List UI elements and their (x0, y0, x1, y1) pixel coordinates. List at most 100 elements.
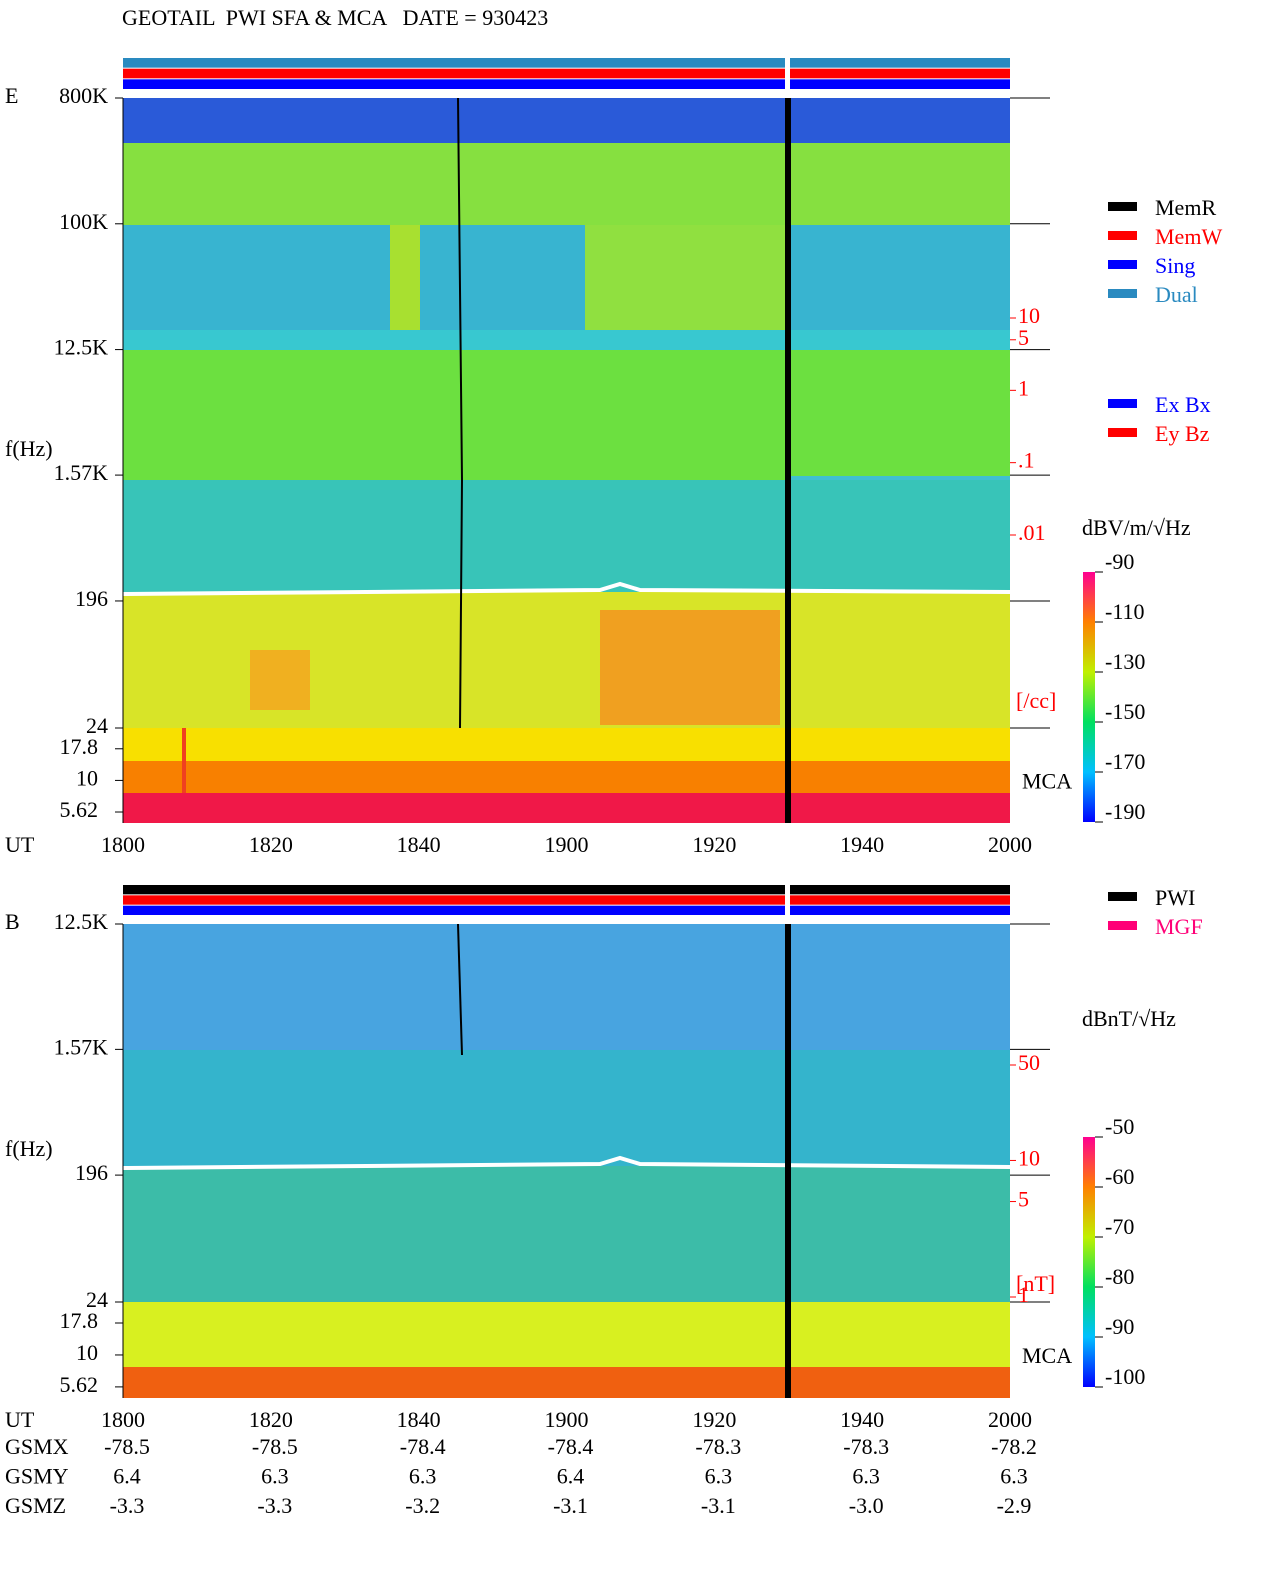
ephemeris-value: -3.3 (257, 1493, 292, 1518)
ephemeris-value: -78.4 (400, 1434, 446, 1459)
colorbar (1083, 1137, 1095, 1387)
y-tick-label: 800K (59, 83, 108, 108)
mca-tick-label: 10 (76, 765, 98, 790)
ephemeris-value: 6.3 (1000, 1464, 1028, 1489)
scale-tick-label: 5 (1018, 1187, 1029, 1212)
mca-tick-label: 17.8 (60, 734, 99, 759)
ephemeris-value: -3.2 (405, 1493, 440, 1518)
colorbar-tick-label: -70 (1105, 1214, 1134, 1239)
colorbar-tick-label: -110 (1105, 599, 1145, 624)
colorbar-tick-label: -90 (1105, 1314, 1134, 1339)
x-tick-label: 1800 (101, 1407, 145, 1432)
legend-swatch (1108, 399, 1137, 408)
x-tick-label: 1940 (840, 1407, 884, 1432)
scale-tick-label: 10 (1018, 1145, 1040, 1170)
y-tick-label: 196 (75, 1160, 108, 1185)
y-tick-label: 12.5K (54, 335, 109, 360)
scale-tick-label: .01 (1018, 520, 1046, 545)
mca-tick-label: 5.62 (60, 1372, 99, 1397)
legend-label: Ey Bz (1155, 421, 1210, 446)
spectrogram-b (122, 923, 1011, 1398)
ephemeris-value: -78.3 (843, 1434, 889, 1459)
scale-tick-label: 1 (1018, 1282, 1029, 1307)
spectrogram-e (122, 97, 1011, 823)
legend-swatch (1108, 428, 1137, 437)
colorbar-tick-label: -150 (1105, 699, 1145, 724)
legend-swatch (1108, 289, 1137, 298)
legend-label: MGF (1155, 914, 1203, 939)
x-tick-label: 1940 (840, 832, 884, 857)
ephemeris-value: 6.3 (409, 1464, 437, 1489)
ephemeris-value: -3.1 (701, 1493, 736, 1518)
x-tick-label: 1900 (545, 832, 589, 857)
legend-swatch (1108, 892, 1137, 901)
status-bar (123, 885, 1010, 895)
x-tick-label: 1920 (692, 1407, 736, 1432)
x-tick-label: 2000 (988, 832, 1032, 857)
mca-tick-label: 10 (76, 1340, 98, 1365)
status-bar (123, 895, 1010, 905)
ephemeris-value: 6.4 (113, 1464, 141, 1489)
scale-tick-label: 10 (1018, 303, 1040, 328)
x-tick-label: 1840 (397, 832, 441, 857)
colorbar (1083, 572, 1095, 822)
status-gap (785, 58, 790, 90)
ephemeris-value: 6.3 (261, 1464, 289, 1489)
ephemeris-value: -3.3 (110, 1493, 145, 1518)
scale-tick-label: .1 (1018, 448, 1035, 473)
legend-swatch (1108, 260, 1137, 269)
ephemeris-value: -2.9 (997, 1493, 1032, 1518)
y-tick-label: 24 (86, 1287, 108, 1312)
colorbar-tick-label: -50 (1105, 1114, 1134, 1139)
ephemeris-value: -78.5 (252, 1434, 298, 1459)
ephemeris-label: GSMY (5, 1464, 69, 1489)
ephemeris-value: -78.2 (991, 1434, 1037, 1459)
mca-tick-label: 5.62 (60, 797, 99, 822)
scale-tick-label: 5 (1018, 325, 1029, 350)
scale-tick-label: 1 (1018, 375, 1029, 400)
ephemeris-label: GSMZ (5, 1493, 66, 1518)
x-tick-label: 1900 (545, 1407, 589, 1432)
y-tick-label: 1.57K (54, 460, 109, 485)
x-axis-label: UT (5, 1407, 35, 1432)
legend-swatch (1108, 202, 1137, 211)
scale-tick-label: 50 (1018, 1050, 1040, 1075)
scale-unit: [/cc] (1016, 688, 1056, 713)
ephemeris-value: -3.0 (849, 1493, 884, 1518)
y-tick-label: 1.57K (54, 1034, 109, 1059)
colorbar-tick-label: -170 (1105, 749, 1145, 774)
colorbar-tick-label: -90 (1105, 549, 1134, 574)
x-tick-label: 1920 (692, 832, 736, 857)
legend-label: MemW (1155, 224, 1222, 249)
y-tick-label: 100K (59, 209, 108, 234)
colorbar-label: dBnT/√Hz (1082, 1006, 1176, 1031)
panel-label: E (5, 83, 18, 108)
scale-unit: [nT] (1016, 1271, 1055, 1296)
x-axis-label: UT (5, 832, 35, 857)
ephemeris-value: 6.3 (705, 1464, 733, 1489)
panel-label: B (5, 909, 20, 934)
status-bar (123, 68, 1010, 79)
ephemeris-value: -3.1 (553, 1493, 588, 1518)
status-gap (785, 885, 790, 916)
legend-label: Dual (1155, 282, 1198, 307)
ephemeris-value: -78.3 (695, 1434, 741, 1459)
x-tick-label: 1820 (249, 1407, 293, 1432)
ephemeris-value: 6.4 (557, 1464, 585, 1489)
legend-label: MemR (1155, 195, 1216, 220)
x-tick-label: 2000 (988, 1407, 1032, 1432)
colorbar-tick-label: -100 (1105, 1364, 1145, 1389)
mca-tick-label: 17.8 (60, 1308, 99, 1333)
ephemeris-value: 6.3 (852, 1464, 880, 1489)
colorbar-tick-label: -190 (1105, 799, 1145, 824)
status-bar (123, 905, 1010, 915)
legend-label: PWI (1155, 885, 1195, 910)
figure-title: GEOTAIL PWI SFA & MCA DATE = 930423 (122, 5, 548, 30)
ephemeris-value: -78.5 (104, 1434, 150, 1459)
ephemeris-label: GSMX (5, 1434, 69, 1459)
colorbar-tick-label: -60 (1105, 1164, 1134, 1189)
colorbar-tick-label: -130 (1105, 649, 1145, 674)
y-tick-label: 12.5K (54, 909, 109, 934)
x-tick-label: 1800 (101, 832, 145, 857)
